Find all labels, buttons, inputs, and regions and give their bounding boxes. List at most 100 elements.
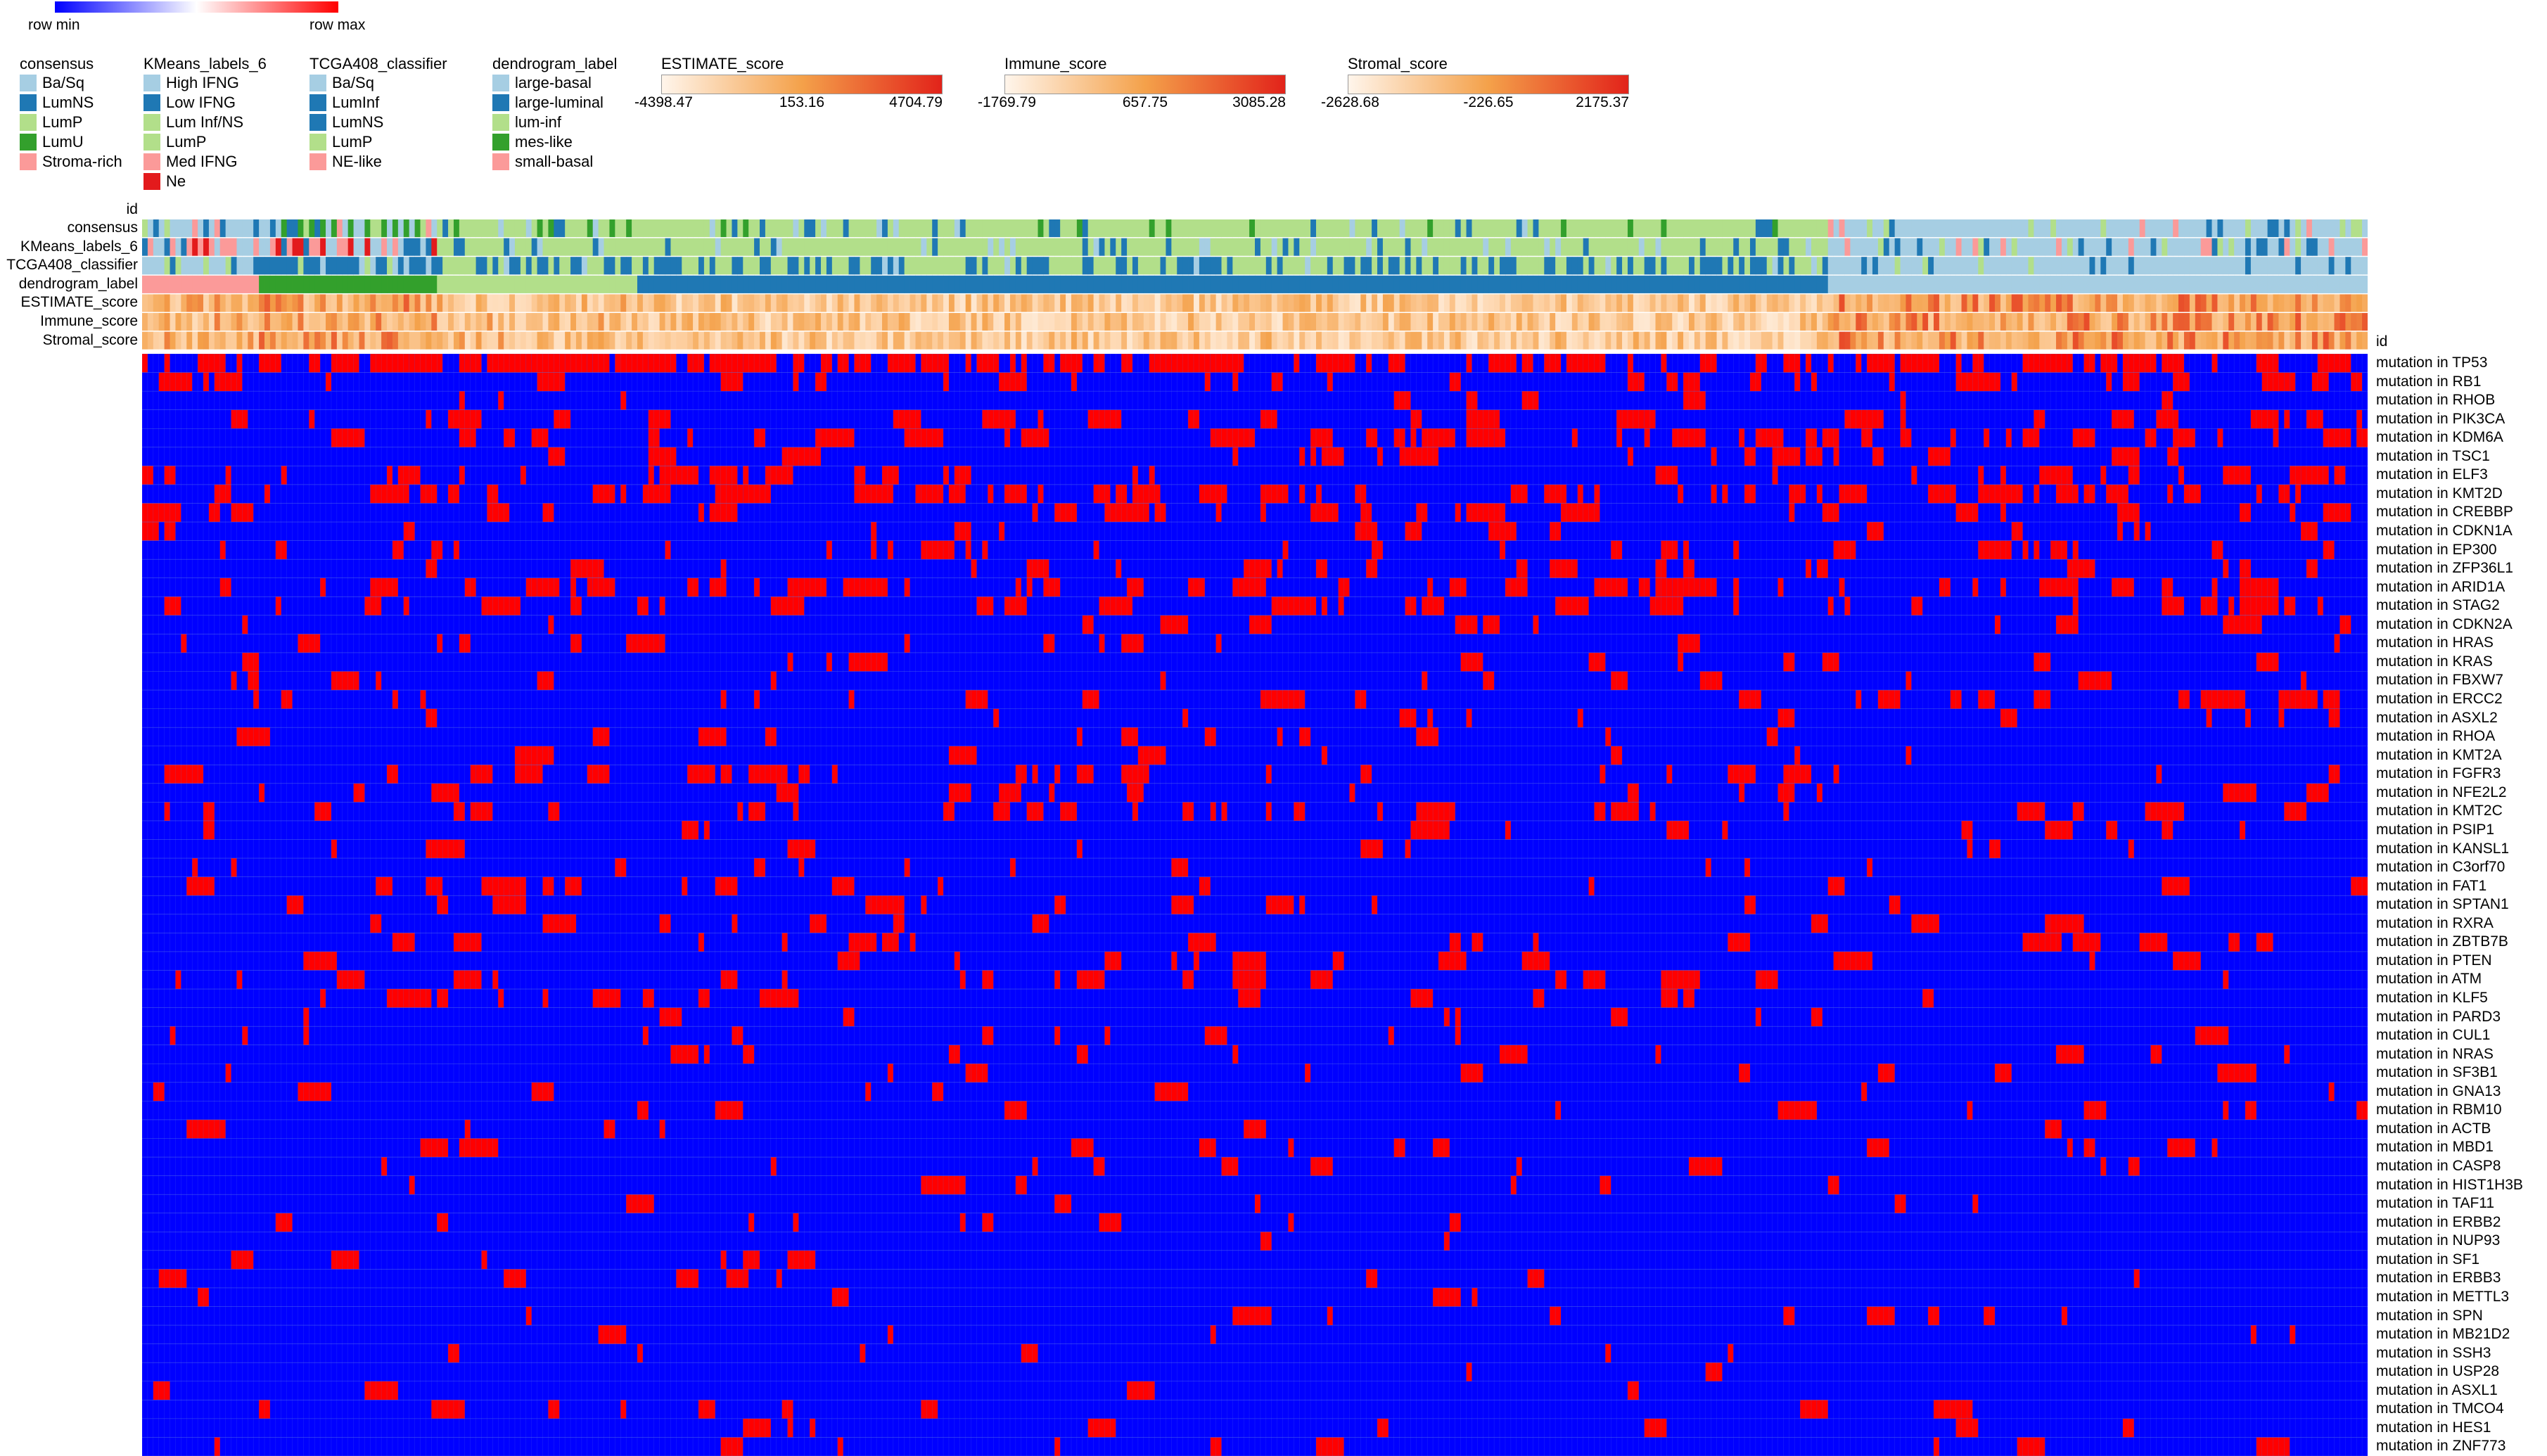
annotation-cell	[2345, 238, 2351, 256]
annotation-cell	[2162, 257, 2168, 275]
mutation-cell	[1550, 1306, 1562, 1326]
mutation-cell	[514, 765, 543, 784]
score-cell	[1744, 294, 1751, 312]
score-cell	[2189, 331, 2196, 350]
gene-row-label: mutation in KRAS	[2376, 653, 2493, 670]
annotation-cell	[153, 257, 160, 275]
annotation-cell	[475, 219, 482, 238]
mutation-cell	[1811, 372, 1817, 392]
annotation-cell	[781, 275, 788, 293]
annotation-cell	[2256, 238, 2263, 256]
annotation-cell	[2211, 257, 2218, 275]
mutation-cell	[1449, 933, 1461, 952]
score-cell	[1939, 313, 1946, 331]
score-cell	[1466, 313, 1472, 331]
mutation-cell	[298, 1082, 331, 1101]
score-cell	[1099, 331, 1105, 350]
gene-row-label: mutation in ERCC2	[2376, 691, 2503, 708]
score-cell	[554, 313, 560, 331]
annotation-cell	[2250, 219, 2257, 238]
annotation-cell	[2183, 275, 2190, 293]
annotation-cell	[932, 238, 938, 256]
annotation-cell	[715, 257, 722, 275]
score-cell	[1699, 294, 1706, 312]
annotation-cell	[999, 275, 1005, 293]
score-cell	[1238, 331, 1244, 350]
annotation-cell	[993, 257, 1000, 275]
annotation-cell	[1705, 238, 1712, 256]
mutation-cell	[219, 540, 226, 560]
mutation-cell	[1521, 391, 1539, 410]
mutation-cell	[248, 671, 260, 691]
annotation-cell	[292, 219, 298, 238]
annotation-cell	[1460, 219, 1467, 238]
annotation-cell	[1488, 257, 1495, 275]
score-legend-min-label: -1769.79	[978, 94, 1036, 110]
annotation-cell	[2178, 219, 2185, 238]
annotation-cell	[1310, 219, 1317, 238]
annotation-cell	[943, 257, 950, 275]
annotation-cell	[542, 219, 549, 238]
annotation-cell	[1521, 257, 1528, 275]
annotation-cell	[982, 219, 988, 238]
legend-title: TCGA408_classifier	[309, 55, 447, 72]
annotation-cell	[1627, 257, 1634, 275]
mutation-cell	[492, 895, 526, 914]
score-cell	[269, 313, 276, 331]
annotation-cell	[2083, 257, 2090, 275]
mutation-cell	[548, 447, 566, 466]
mutation-cell	[1672, 577, 1700, 597]
score-cell	[481, 294, 487, 312]
annotation-cell	[359, 238, 365, 256]
annotation-cell	[1856, 275, 1862, 293]
score-cell	[1894, 294, 1901, 312]
mutation-cell	[1071, 1138, 1094, 1158]
annotation-cell	[1806, 219, 1812, 238]
score-cell	[2250, 294, 2257, 312]
mutation-cell	[1733, 577, 1740, 597]
annotation-cell	[665, 257, 671, 275]
annotation-cell	[2228, 275, 2235, 293]
mutation-cell	[1260, 503, 1266, 523]
score-cell	[871, 331, 877, 350]
annotation-cell	[1633, 219, 1640, 238]
mutation-cell	[948, 1045, 960, 1064]
score-cell	[698, 294, 705, 312]
score-cell	[592, 331, 599, 350]
mutation-cell	[1316, 1437, 1344, 1456]
gene-row-label: mutation in ASXL2	[2376, 709, 2498, 726]
mutation-cell	[1500, 1045, 1528, 1064]
annotation-cell	[1950, 275, 1957, 293]
annotation-cell	[342, 275, 349, 293]
annotation-cell	[615, 275, 621, 293]
annotation-cell	[2250, 275, 2257, 293]
score-cell	[760, 331, 766, 350]
annotation-cell	[181, 257, 187, 275]
mutation-cell	[1038, 409, 1044, 429]
score-cell	[1221, 294, 1227, 312]
annotation-cell	[954, 219, 961, 238]
gene-row-label: mutation in MB21D2	[2376, 1326, 2510, 1343]
annotation-cell	[1355, 219, 1361, 238]
legend-swatch	[143, 114, 160, 131]
annotation-cell	[1433, 219, 1439, 238]
mutation-cell	[2083, 1138, 2095, 1158]
annotation-cell	[1282, 257, 1289, 275]
annotation-cell	[1282, 219, 1289, 238]
annotation-cell	[1177, 257, 1183, 275]
mutation-cell	[1327, 970, 1333, 990]
annotation-cell	[1550, 238, 1556, 256]
score-cell	[1294, 331, 1300, 350]
score-cell	[2106, 331, 2112, 350]
annotation-cell	[1889, 238, 1896, 256]
mutation-cell	[1355, 484, 1367, 504]
score-cell	[1571, 313, 1578, 331]
mutation-cell	[1427, 708, 1434, 728]
score-cell	[2311, 294, 2318, 312]
annotation-cell	[1622, 275, 1628, 293]
annotation-cell	[219, 238, 226, 256]
mutation-cell	[2133, 1269, 2140, 1288]
score-cell	[2034, 331, 2040, 350]
score-cell	[1483, 294, 1489, 312]
legend-swatch	[309, 134, 326, 151]
